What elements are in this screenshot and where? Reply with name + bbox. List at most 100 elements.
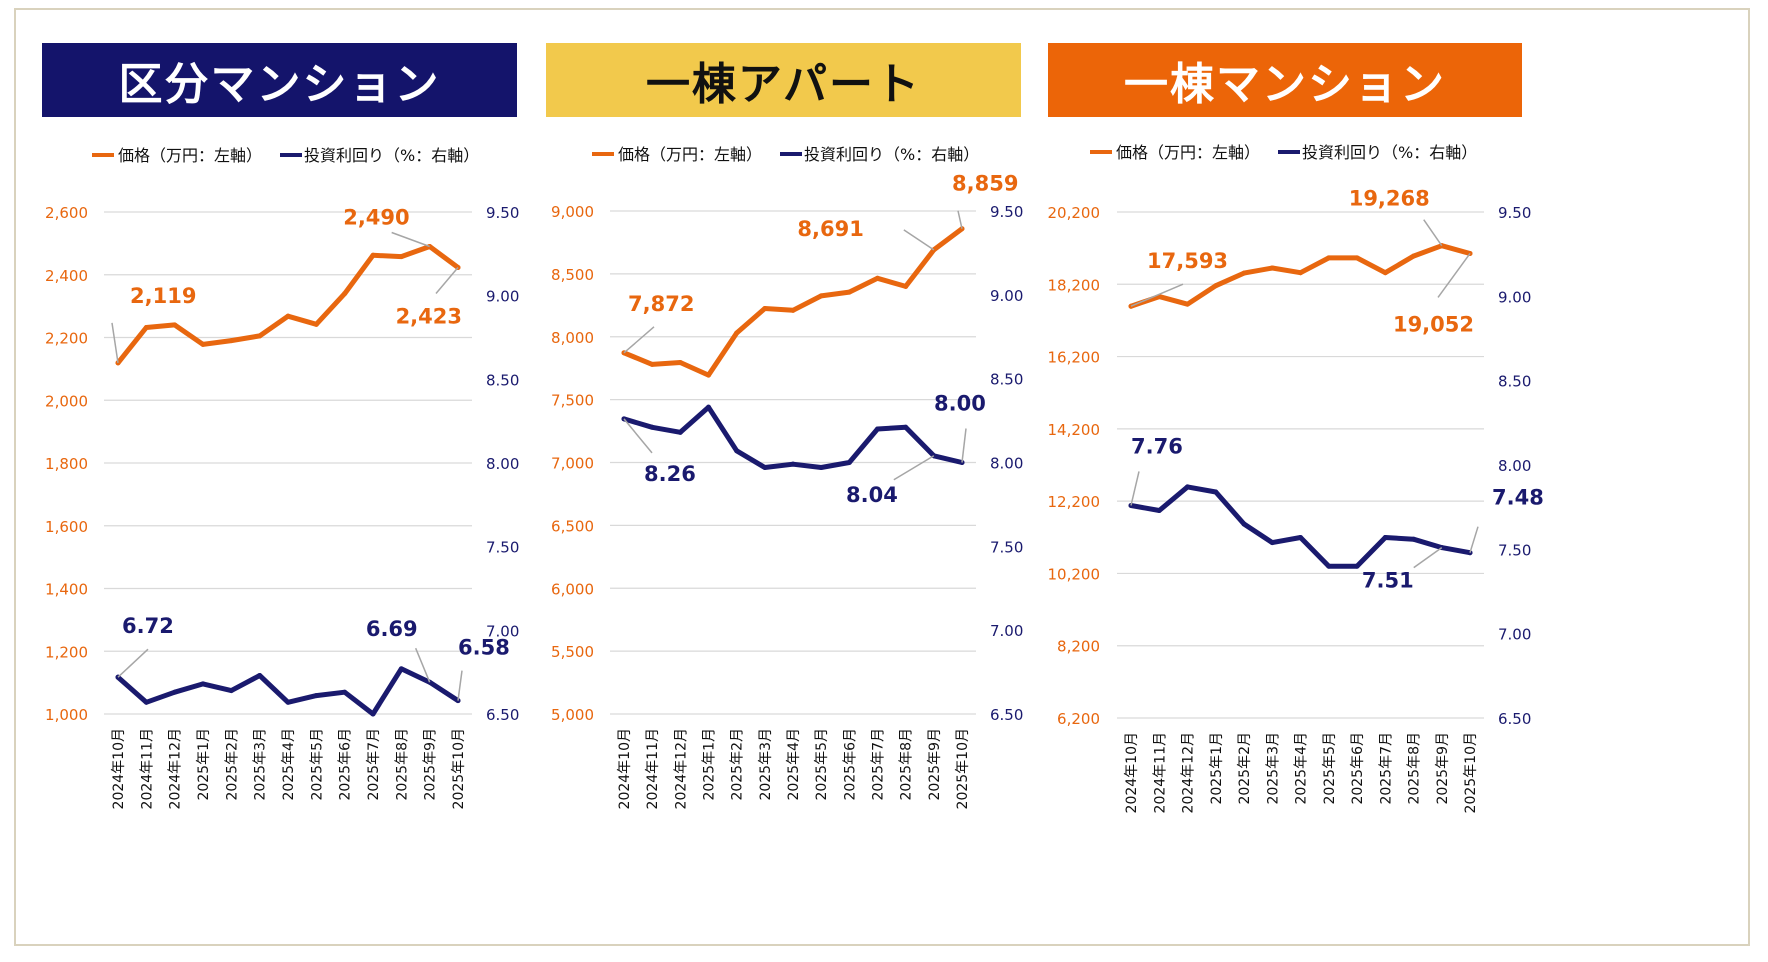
right-tick-label: 7.50	[486, 539, 519, 557]
leader-line	[1423, 219, 1443, 247]
x-tick-label: 2025年10月	[1463, 732, 1479, 813]
leader-line	[961, 428, 967, 463]
yield-point	[313, 693, 319, 699]
price-point	[734, 330, 740, 336]
x-tick-label: 2025年6月	[1350, 732, 1366, 805]
chart-3: 6,200 8,200 10,200 12,200 14,200 16,200 18,200…	[1048, 143, 1544, 813]
right-tick-label: 7.00	[990, 622, 1023, 640]
data-label: 2,423	[396, 305, 462, 329]
legend-price-label: 価格（万円：左軸）	[1116, 143, 1260, 162]
leader-line	[623, 326, 655, 354]
yield-point	[1269, 540, 1275, 546]
price-point	[398, 254, 404, 260]
x-tick-label: 2024年10月	[617, 728, 633, 809]
data-label: 6.69	[366, 617, 418, 641]
data-label: 8.04	[846, 483, 898, 507]
data-label: 7.48	[1492, 486, 1544, 510]
data-label: 19,268	[1349, 187, 1430, 211]
price-point	[257, 333, 263, 339]
x-tick-label: 2025年4月	[786, 728, 802, 801]
right-tick-label: 9.00	[990, 287, 1023, 305]
yield-point	[398, 666, 404, 672]
price-point	[762, 305, 768, 311]
yield-point	[228, 688, 234, 694]
data-label: 8.26	[644, 462, 696, 486]
leader-line	[1437, 253, 1471, 298]
x-tick-label: 2025年4月	[281, 728, 297, 801]
x-tick-label: 2025年10月	[451, 728, 467, 809]
chart-2: 5,000 5,500 6,000 6,500 7,000 7,500 8,000 8,500…	[551, 145, 1023, 809]
x-tick-label: 2025年7月	[871, 728, 887, 801]
legend-price-label: 価格（万円：左軸）	[618, 145, 762, 164]
legend-price-label: 価格（万円：左軸）	[118, 146, 262, 165]
yield-point	[1354, 563, 1360, 569]
right-tick-label: 9.50	[990, 203, 1023, 221]
yield-point	[1213, 489, 1219, 495]
price-point	[228, 338, 234, 344]
right-tick-label: 7.50	[990, 538, 1023, 556]
x-tick-label: 2025年7月	[366, 728, 382, 801]
price-point	[706, 372, 711, 378]
yield-point	[1298, 535, 1303, 541]
left-tick-label: 2,400	[45, 267, 88, 285]
right-tick-label: 9.50	[486, 204, 519, 222]
yield-point	[1382, 535, 1388, 541]
x-tick-label: 2025年2月	[730, 728, 746, 801]
right-tick-label: 8.50	[486, 371, 519, 389]
data-label: 2,490	[343, 206, 409, 230]
price-point	[1213, 283, 1219, 289]
left-tick-label: 8,000	[551, 329, 594, 347]
x-tick-label: 2025年6月	[842, 728, 858, 801]
right-tick-label: 8.50	[1498, 373, 1531, 391]
x-tick-label: 2025年4月	[1294, 732, 1310, 805]
yield-point	[649, 424, 655, 430]
yield-point	[342, 689, 348, 695]
leader-line	[1413, 547, 1443, 569]
x-tick-label: 2025年8月	[394, 728, 410, 801]
x-tick-label: 2025年7月	[1378, 732, 1394, 805]
legend-yield-label: 投資利回り（%：右軸）	[1302, 143, 1477, 162]
left-tick-label: 10,200	[1048, 565, 1101, 583]
leader-line	[414, 647, 431, 683]
yield-point	[1241, 521, 1247, 527]
x-tick-label: 2025年8月	[899, 728, 915, 801]
price-point	[1185, 301, 1190, 307]
left-tick-label: 6,500	[551, 517, 594, 535]
x-tick-label: 2024年11月	[1152, 732, 1168, 813]
yield-point	[285, 699, 291, 705]
price-point	[342, 291, 348, 297]
data-label: 17,593	[1147, 249, 1228, 273]
leader-line	[1469, 526, 1479, 553]
x-tick-label: 2025年10月	[955, 728, 971, 809]
left-tick-label: 6,200	[1057, 710, 1100, 728]
left-tick-label: 9,000	[551, 203, 594, 221]
data-label: 6.72	[122, 614, 174, 638]
price-point	[1241, 270, 1247, 276]
x-tick-label: 2025年9月	[423, 728, 439, 801]
right-tick-label: 9.50	[1498, 204, 1531, 222]
x-tick-label: 2024年11月	[139, 728, 155, 809]
leader-line	[623, 418, 653, 454]
left-tick-label: 1,200	[45, 643, 88, 661]
left-tick-label: 7,500	[551, 392, 594, 410]
price-point	[846, 289, 852, 295]
chart-1: 1,000 1,200 1,400 1,600 1,800 2,000 2,200 2,400…	[45, 146, 519, 809]
yield-point	[172, 689, 178, 695]
legend-yield-label: 投資利回り（%：右軸）	[804, 145, 979, 164]
x-tick-label: 2025年1月	[702, 728, 718, 801]
leader-line	[903, 229, 935, 251]
yield-point	[903, 424, 909, 430]
left-tick-label: 8,200	[1057, 638, 1100, 656]
right-tick-label: 7.00	[486, 622, 519, 640]
leader-line	[117, 648, 149, 678]
data-label: 8,691	[797, 217, 863, 241]
price-point	[200, 341, 206, 347]
x-tick-label: 2025年3月	[758, 728, 774, 801]
x-tick-label: 2024年12月	[673, 728, 689, 809]
x-tick-label: 2024年10月	[111, 728, 127, 809]
x-tick-label: 2025年3月	[1265, 732, 1281, 805]
yield-point	[1156, 508, 1162, 514]
price-point	[790, 307, 796, 313]
yield-point	[790, 461, 796, 467]
